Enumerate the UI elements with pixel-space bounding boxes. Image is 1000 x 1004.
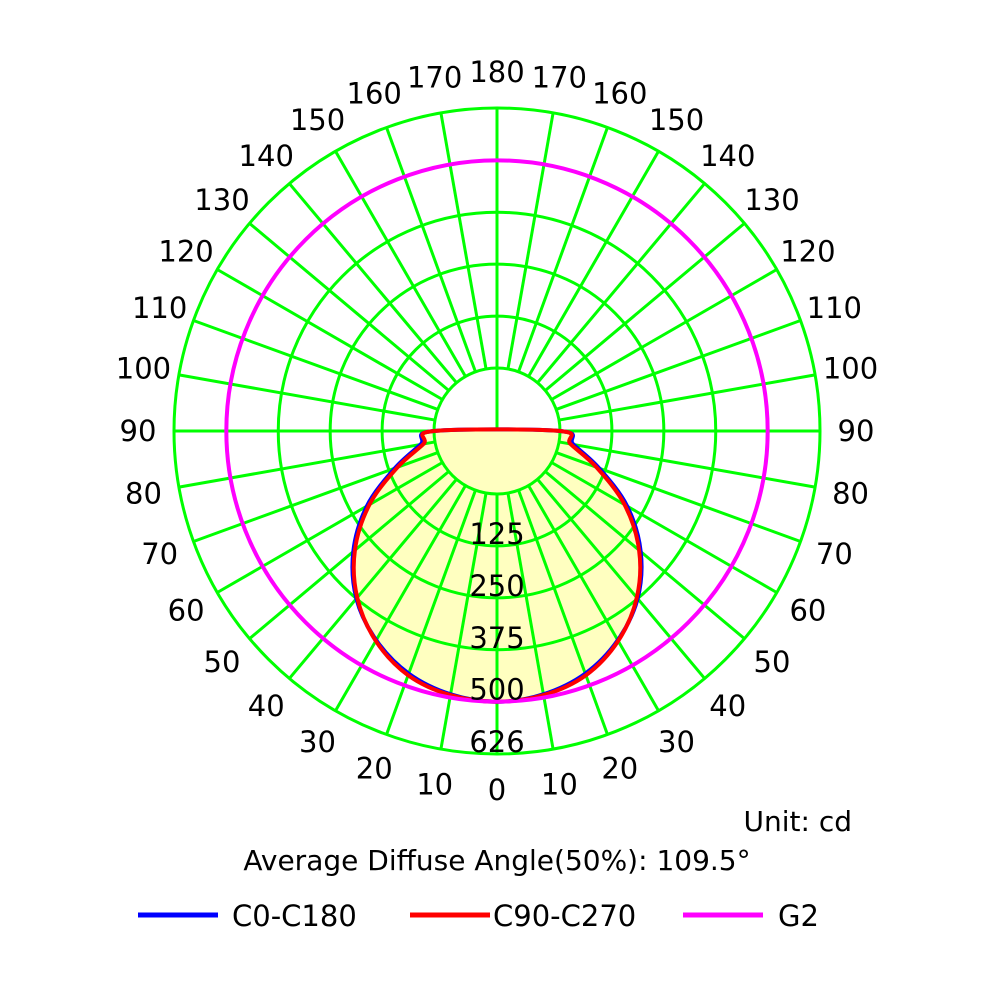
angle-tick-label-right-50: 50 xyxy=(754,645,791,679)
grid-spoke-190 xyxy=(439,112,488,370)
grid-spoke-240 xyxy=(216,268,444,401)
legend-item-c90-c270: C90-C270 xyxy=(410,899,636,933)
angle-tick-label-right-100: 100 xyxy=(823,352,878,386)
angle-tick-label-right-0: 0 xyxy=(488,773,506,807)
grid-spoke-300 xyxy=(216,461,444,594)
radial-tick-label-250: 250 xyxy=(469,569,524,603)
angle-tick-label-right-70: 70 xyxy=(816,537,853,571)
legend-item-c0-c180: C0-C180 xyxy=(138,899,357,933)
grid-spoke-100 xyxy=(558,373,816,422)
series-layer xyxy=(224,158,770,704)
legend-label-g2: G2 xyxy=(778,899,819,933)
angle-tick-label-right-120: 120 xyxy=(780,235,835,269)
angle-tick-label-left-10: 10 xyxy=(416,768,453,802)
grid-spoke-130 xyxy=(544,222,746,392)
angle-tick-label-left-110: 110 xyxy=(132,291,187,325)
grid-spoke-200 xyxy=(385,126,477,373)
radial-tick-label-125: 125 xyxy=(469,517,524,551)
angle-tick-label-right-10: 10 xyxy=(541,768,578,802)
grid-spoke-350 xyxy=(439,492,488,750)
grid-spoke-260 xyxy=(178,373,436,422)
grid-spoke-140 xyxy=(536,182,706,384)
angle-tick-label-right-180: 180 xyxy=(469,55,524,89)
angle-tick-label-left-160: 160 xyxy=(347,77,402,111)
grid-spoke-60 xyxy=(550,461,778,594)
grid-spoke-210 xyxy=(334,150,467,378)
radial-tick-label-500: 500 xyxy=(469,673,524,707)
grid-spoke-330 xyxy=(334,484,467,712)
grid-spoke-340 xyxy=(385,489,477,736)
angle-tick-label-right-130: 130 xyxy=(744,183,799,217)
unit-label: Unit: cd xyxy=(744,805,853,838)
angle-tick-label-left-30: 30 xyxy=(299,725,336,759)
angle-tick-label-right-140: 140 xyxy=(700,139,755,173)
grid-spoke-170 xyxy=(506,112,555,370)
grid-spoke-160 xyxy=(517,126,609,373)
radial-tick-label-375: 375 xyxy=(469,621,524,655)
grid-spoke-20 xyxy=(517,489,609,736)
grid-spoke-230 xyxy=(248,222,450,392)
angle-tick-label-left-130: 130 xyxy=(194,183,249,217)
angle-tick-label-left-90: 90 xyxy=(120,414,157,448)
grid-spoke-120 xyxy=(550,268,778,401)
angle-tick-label-left-120: 120 xyxy=(158,235,213,269)
angle-tick-label-left-50: 50 xyxy=(204,645,241,679)
grid-spoke-10 xyxy=(506,492,555,750)
grid-spoke-30 xyxy=(527,484,660,712)
grid-spoke-320 xyxy=(288,478,458,680)
angle-tick-label-left-100: 100 xyxy=(116,352,171,386)
legend: C0-C180 C90-C270 G2 xyxy=(138,899,819,933)
legend-label-c90-c270: C90-C270 xyxy=(493,899,636,933)
angle-tick-label-left-170: 170 xyxy=(407,60,462,94)
angle-tick-label-right-30: 30 xyxy=(658,725,695,759)
radial-tick-label-626: 626 xyxy=(469,725,524,759)
angle-tick-label-left-40: 40 xyxy=(248,689,285,723)
angle-tick-label-left-80: 80 xyxy=(125,476,162,510)
legend-label-c0-c180: C0-C180 xyxy=(232,899,357,933)
angle-tick-label-right-40: 40 xyxy=(709,689,746,723)
grid-spoke-220 xyxy=(288,182,458,384)
angle-tick-label-right-170: 170 xyxy=(532,60,587,94)
angle-tick-label-left-140: 140 xyxy=(239,139,294,173)
angle-tick-label-left-60: 60 xyxy=(168,594,205,628)
angle-tick-label-right-20: 20 xyxy=(601,751,638,785)
grid-spoke-50 xyxy=(544,470,746,640)
grid-spoke-310 xyxy=(248,470,450,640)
angle-tick-label-right-150: 150 xyxy=(649,103,704,137)
diffuse-angle-label: Average Diffuse Angle(50%): 109.5° xyxy=(243,844,750,877)
angle-tick-label-right-160: 160 xyxy=(592,77,647,111)
angle-tick-label-left-150: 150 xyxy=(290,103,345,137)
series-curve-g2 xyxy=(224,158,770,704)
legend-item-g2: G2 xyxy=(683,899,819,933)
angle-tick-label-right-110: 110 xyxy=(807,291,862,325)
angle-tick-label-right-90: 90 xyxy=(838,414,875,448)
grid-spoke-40 xyxy=(536,478,706,680)
grid-spoke-280 xyxy=(178,440,436,489)
grid-spoke-80 xyxy=(558,440,816,489)
grid-spoke-250 xyxy=(192,319,439,411)
angle-tick-label-right-80: 80 xyxy=(832,476,869,510)
angle-tick-label-right-60: 60 xyxy=(789,594,826,628)
angle-tick-label-left-70: 70 xyxy=(141,537,178,571)
grid-spoke-110 xyxy=(555,319,802,411)
grid-spoke-150 xyxy=(527,150,660,378)
angle-tick-label-left-20: 20 xyxy=(356,751,393,785)
